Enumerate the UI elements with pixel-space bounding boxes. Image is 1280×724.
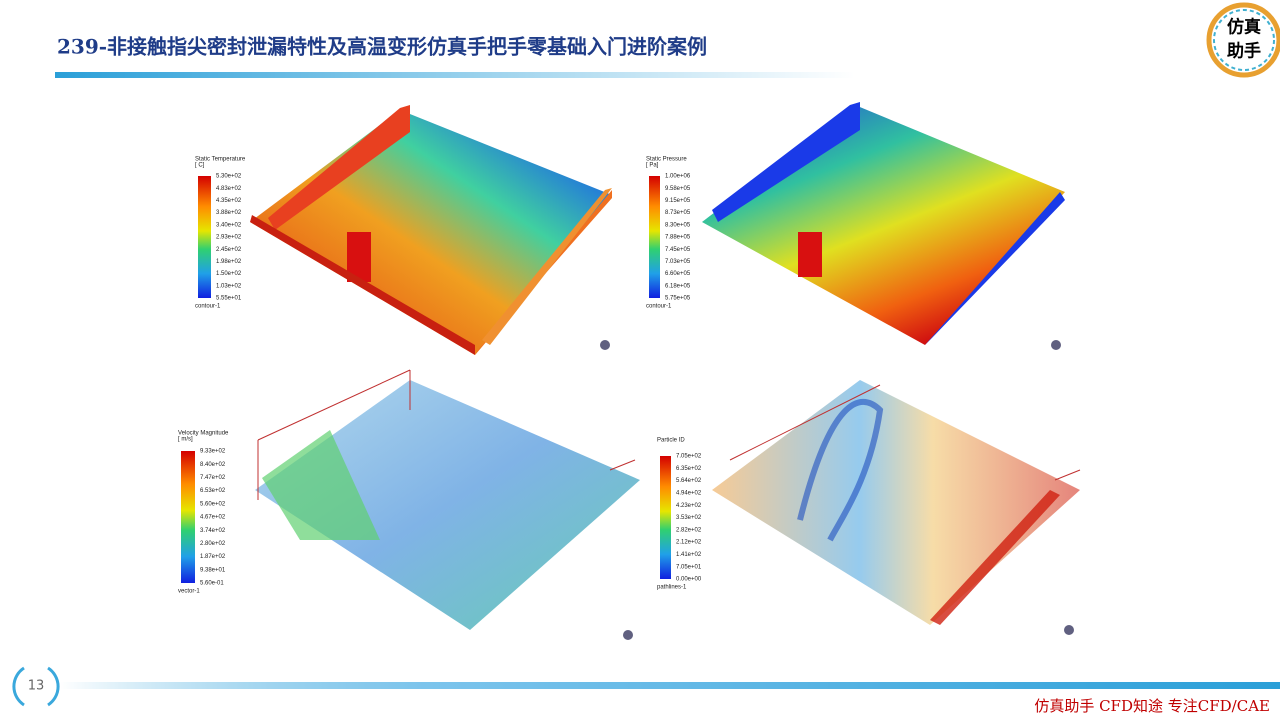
- logo-text: 助手: [1227, 41, 1261, 62]
- legend-label: 5.55e+01: [216, 296, 242, 302]
- colorbar: [198, 176, 211, 298]
- legend-label: 7.88e+05: [665, 235, 691, 241]
- temperature-contour: [250, 105, 612, 355]
- legend-label: 6.18e+05: [665, 283, 691, 289]
- legend-label: 0.00e+00: [676, 577, 702, 583]
- legend-label: 9.15e+05: [665, 198, 691, 204]
- legend-label: 2.45e+02: [216, 247, 242, 253]
- page-number-arc: [12, 666, 25, 707]
- page-number: 13: [28, 679, 45, 694]
- legend-label: 1.03e+02: [216, 283, 242, 289]
- velocity-vectors: [255, 369, 640, 630]
- legend-title: Static Temperature: [195, 157, 246, 163]
- legend-object: pathlines-1: [657, 585, 687, 591]
- header-bar: [55, 72, 855, 78]
- legend-label: 5.60e-01: [200, 581, 224, 587]
- legend-label: 4.35e+02: [216, 198, 242, 204]
- legend-label: 5.64e+02: [676, 478, 702, 484]
- particle-pathlines: [712, 380, 1081, 625]
- axis-triads: [600, 340, 1074, 640]
- legend-label: 7.47e+02: [200, 475, 226, 481]
- legend-object: contour-1: [195, 304, 221, 310]
- legend-unit: [ m/s]: [178, 437, 193, 443]
- legend-label: 7.05e+01: [676, 564, 702, 570]
- legend-label: 7.03e+05: [665, 259, 691, 265]
- legend-label: 7.45e+05: [665, 247, 691, 253]
- legend-label: 6.35e+02: [676, 466, 702, 472]
- page-number-arc: [47, 666, 60, 707]
- legend-object: vector-1: [178, 589, 200, 595]
- colorbar: [660, 456, 671, 579]
- legend-unit: [ C]: [195, 163, 205, 169]
- legend-label: 3.88e+02: [216, 210, 242, 216]
- colorbar: [649, 176, 660, 298]
- legend-label: 2.80e+02: [200, 541, 226, 547]
- colorbar: [181, 451, 195, 583]
- legend-label: 3.74e+02: [200, 528, 226, 534]
- legend-label: 5.30e+02: [216, 174, 242, 180]
- legend-label: 1.98e+02: [216, 259, 242, 265]
- legend-label: 3.40e+02: [216, 222, 242, 228]
- legend-title: Velocity Magnitude: [178, 431, 229, 437]
- legend-label: 8.73e+05: [665, 210, 691, 216]
- legend-label: 2.93e+02: [216, 235, 242, 241]
- legend-label: 5.75e+05: [665, 296, 691, 302]
- logo: [1206, 2, 1280, 78]
- legend-label: 4.23e+02: [676, 503, 702, 509]
- logo-text: 仿真: [1227, 17, 1261, 38]
- legend-label: 6.60e+05: [665, 271, 691, 277]
- legend-label: 2.12e+02: [676, 540, 702, 546]
- legend-title: Particle ID: [657, 438, 685, 444]
- legend-label: 9.38e+01: [200, 567, 226, 573]
- legend-label: 9.58e+05: [665, 186, 691, 192]
- legend-label: 4.83e+02: [216, 186, 242, 192]
- legend-label: 4.67e+02: [200, 515, 226, 521]
- legend-label: 1.41e+02: [676, 552, 702, 558]
- legend-label: 1.87e+02: [200, 554, 226, 560]
- legend-unit: [ Pa]: [646, 163, 659, 169]
- legend-label: 9.33e+02: [200, 449, 226, 455]
- slide-title: 239-非接触指尖密封泄漏特性及高温变形仿真手把手零基础入门进阶案例: [57, 35, 707, 59]
- legend-label: 5.60e+02: [200, 501, 226, 507]
- logo-ring: [1213, 9, 1275, 71]
- legend-label: 8.40e+02: [200, 462, 226, 468]
- footer-text: 仿真助手 CFD知途 专注CFD/CAE: [1034, 697, 1270, 715]
- legend-label: 6.53e+02: [200, 488, 226, 494]
- footer-bar: [60, 682, 1280, 689]
- legend-title: Static Pressure: [646, 157, 687, 163]
- pressure-contour: [702, 102, 1065, 345]
- legend-label: 4.94e+02: [676, 490, 702, 496]
- legend-label: 7.05e+02: [676, 454, 702, 460]
- legend-label: 1.00e+06: [665, 174, 691, 180]
- legend-label: 3.53e+02: [676, 515, 702, 521]
- legend-object: contour-1: [646, 304, 672, 310]
- legend-label: 2.82e+02: [676, 527, 702, 533]
- legend-label: 1.50e+02: [216, 271, 242, 277]
- legend-label: 8.30e+05: [665, 222, 691, 228]
